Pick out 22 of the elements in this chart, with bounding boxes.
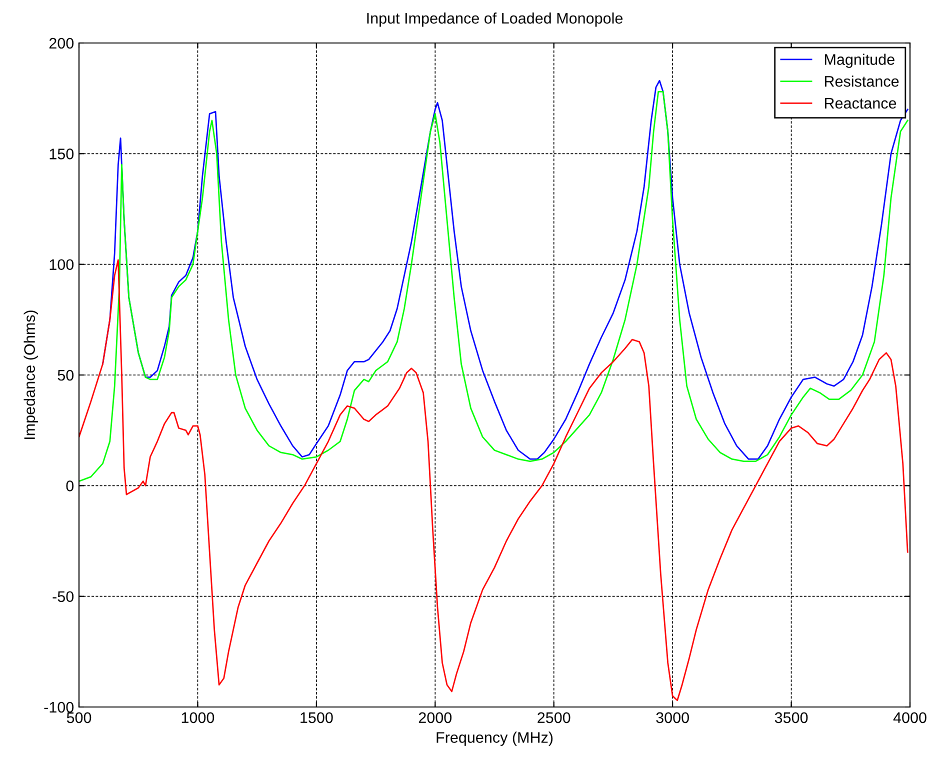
y-tick-label: 200 xyxy=(49,38,74,49)
x-tick-label: 500 xyxy=(66,712,92,724)
x-tick-label: 1000 xyxy=(182,712,214,724)
x-tick-label: 2500 xyxy=(538,712,570,724)
x-tick-label: 3500 xyxy=(774,712,808,724)
y-tick-label: 100 xyxy=(50,259,74,270)
y-tick-label: -100 xyxy=(44,702,74,713)
x-tick-label: 1500 xyxy=(300,712,333,724)
x-tick-label: 3000 xyxy=(656,712,689,724)
y-tick-label: -50 xyxy=(52,591,74,602)
y-tick-label: 0 xyxy=(66,480,74,492)
y-tick-label: 150 xyxy=(50,148,74,160)
x-axis-title: Frequency (MHz) xyxy=(436,732,553,746)
y-tick-label: 50 xyxy=(58,370,74,381)
line-series xyxy=(79,259,908,702)
y-axis-title: Impedance (Ohms) xyxy=(24,310,38,439)
x-tick-label: 4000 xyxy=(893,712,926,724)
x-tick-label: 2000 xyxy=(418,712,452,724)
legend-label: Magnitude xyxy=(824,54,894,68)
legend-label: Reactance xyxy=(824,98,896,109)
chart-title: Input Impedance of Loaded Monopole xyxy=(367,12,623,27)
legend-label: Resistance xyxy=(824,76,899,87)
